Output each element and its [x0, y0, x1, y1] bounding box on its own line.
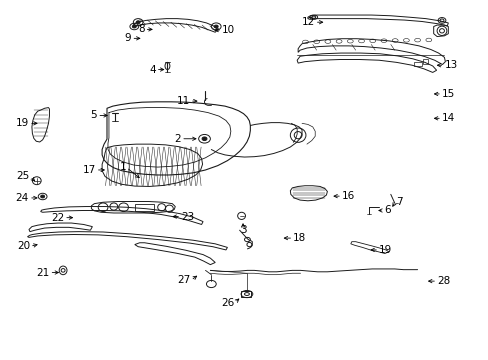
- Ellipse shape: [202, 137, 206, 140]
- Text: 13: 13: [444, 60, 457, 70]
- Bar: [240, 291, 251, 297]
- Text: 27: 27: [177, 275, 190, 285]
- Text: 15: 15: [441, 89, 454, 99]
- Text: 19: 19: [378, 245, 391, 255]
- Text: 12: 12: [301, 17, 314, 27]
- Ellipse shape: [41, 195, 44, 198]
- Text: 21: 21: [36, 267, 49, 278]
- Bar: [413, 62, 421, 66]
- Text: 3: 3: [239, 225, 246, 235]
- Ellipse shape: [214, 25, 218, 28]
- Text: 24: 24: [16, 193, 29, 203]
- Text: 11: 11: [176, 96, 189, 106]
- Ellipse shape: [136, 21, 140, 24]
- Text: 10: 10: [222, 25, 235, 35]
- Text: 26: 26: [221, 298, 234, 308]
- Text: 6: 6: [383, 206, 390, 216]
- Text: 18: 18: [293, 233, 306, 243]
- Text: 16: 16: [341, 191, 355, 201]
- Text: 17: 17: [82, 165, 96, 175]
- Text: 5: 5: [90, 111, 97, 121]
- Text: 20: 20: [17, 241, 30, 251]
- Text: 9: 9: [124, 33, 131, 43]
- Text: 19: 19: [16, 118, 29, 128]
- Text: 14: 14: [441, 113, 454, 123]
- Text: 25: 25: [17, 171, 30, 181]
- Text: 28: 28: [436, 276, 449, 286]
- Text: 4: 4: [149, 64, 156, 75]
- Text: 1: 1: [120, 162, 126, 172]
- Ellipse shape: [132, 25, 136, 28]
- Text: 8: 8: [138, 24, 144, 35]
- Bar: [135, 204, 154, 211]
- Bar: [422, 59, 427, 64]
- Text: 23: 23: [181, 212, 194, 221]
- Text: 2: 2: [174, 134, 181, 144]
- Text: 22: 22: [51, 213, 64, 222]
- Text: 7: 7: [395, 197, 402, 207]
